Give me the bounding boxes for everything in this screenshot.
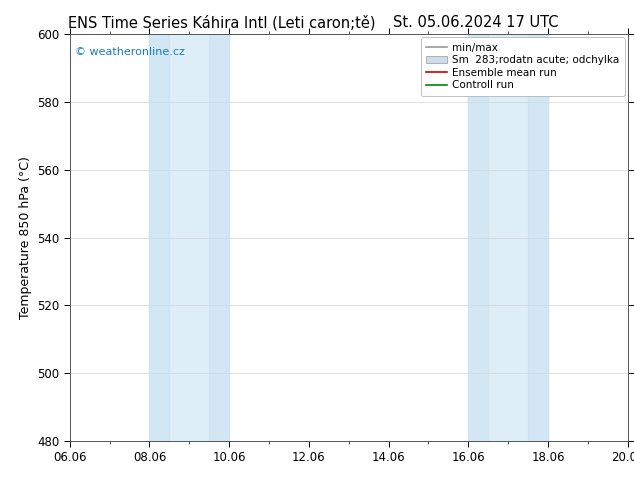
Bar <box>469 34 488 441</box>
Text: © weatheronline.cz: © weatheronline.cz <box>75 47 185 56</box>
Text: St. 05.06.2024 17 UTC: St. 05.06.2024 17 UTC <box>392 15 559 30</box>
Legend: min/max, Sm  283;rodatn acute; odchylka, Ensemble mean run, Controll run: min/max, Sm 283;rodatn acute; odchylka, … <box>421 37 624 96</box>
Bar <box>150 34 229 441</box>
Bar <box>528 34 548 441</box>
Bar <box>469 34 548 441</box>
Text: ENS Time Series Káhira Intl (Leti caron;tě): ENS Time Series Káhira Intl (Leti caron;… <box>68 15 376 30</box>
Bar <box>150 34 169 441</box>
Y-axis label: Temperature 850 hPa (°C): Temperature 850 hPa (°C) <box>18 156 32 319</box>
Bar <box>209 34 229 441</box>
